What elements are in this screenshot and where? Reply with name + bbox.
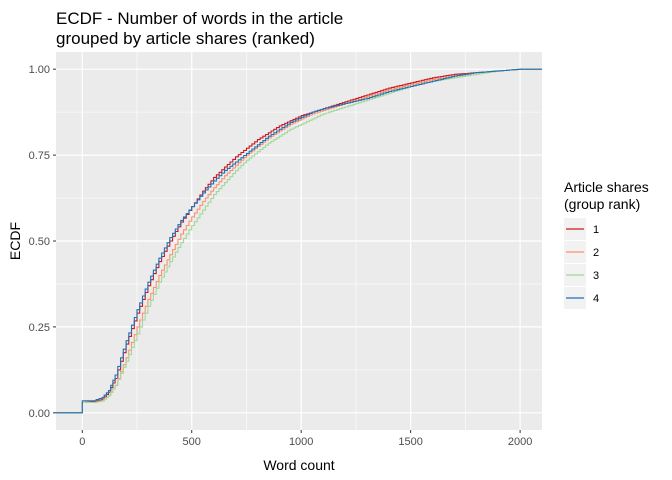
legend-title-line: Article shares: [564, 179, 649, 195]
legend-title-line: (group rank): [564, 196, 640, 212]
x-axis-title: Word count: [263, 457, 334, 473]
y-tick-label: 0.00: [29, 408, 50, 420]
legend-label: 4: [593, 293, 599, 305]
series-line-4: [56, 68, 542, 414]
chart-title-line: ECDF - Number of words in the article: [56, 9, 343, 28]
chart-title-line: grouped by article shares (ranked): [56, 29, 315, 48]
legend-item-2: 2: [564, 241, 599, 263]
x-tick-label: 0: [79, 436, 85, 448]
x-axis: 0 500 1000 1500 2000: [79, 430, 532, 448]
x-tick-label: 1000: [289, 436, 313, 448]
series-lines: [56, 68, 542, 414]
legend-label: 3: [593, 270, 599, 282]
legend: Article shares(group rank) 1 2 3 4: [564, 179, 649, 309]
x-tick-label: 500: [183, 436, 201, 448]
x-tick-label: 1500: [398, 436, 422, 448]
y-axis-title: ECDF: [7, 222, 23, 260]
x-tick-label: 2000: [508, 436, 532, 448]
legend-label: 2: [593, 247, 599, 259]
y-tick-label: 0.75: [29, 150, 50, 162]
legend-label: 1: [593, 224, 599, 236]
y-tick-label: 1.00: [29, 64, 50, 76]
series-line-3: [56, 68, 542, 414]
y-tick-label: 0.50: [29, 236, 50, 248]
legend-item-4: 4: [564, 287, 599, 309]
y-tick-label: 0.25: [29, 322, 50, 334]
legend-item-3: 3: [564, 264, 599, 286]
y-axis: 0.00 0.25 0.50 0.75 1.00: [29, 64, 56, 420]
grid-major: [56, 52, 542, 430]
chart-title: ECDF - Number of words in the articlegro…: [56, 9, 343, 48]
legend-item-1: 1: [564, 218, 599, 240]
